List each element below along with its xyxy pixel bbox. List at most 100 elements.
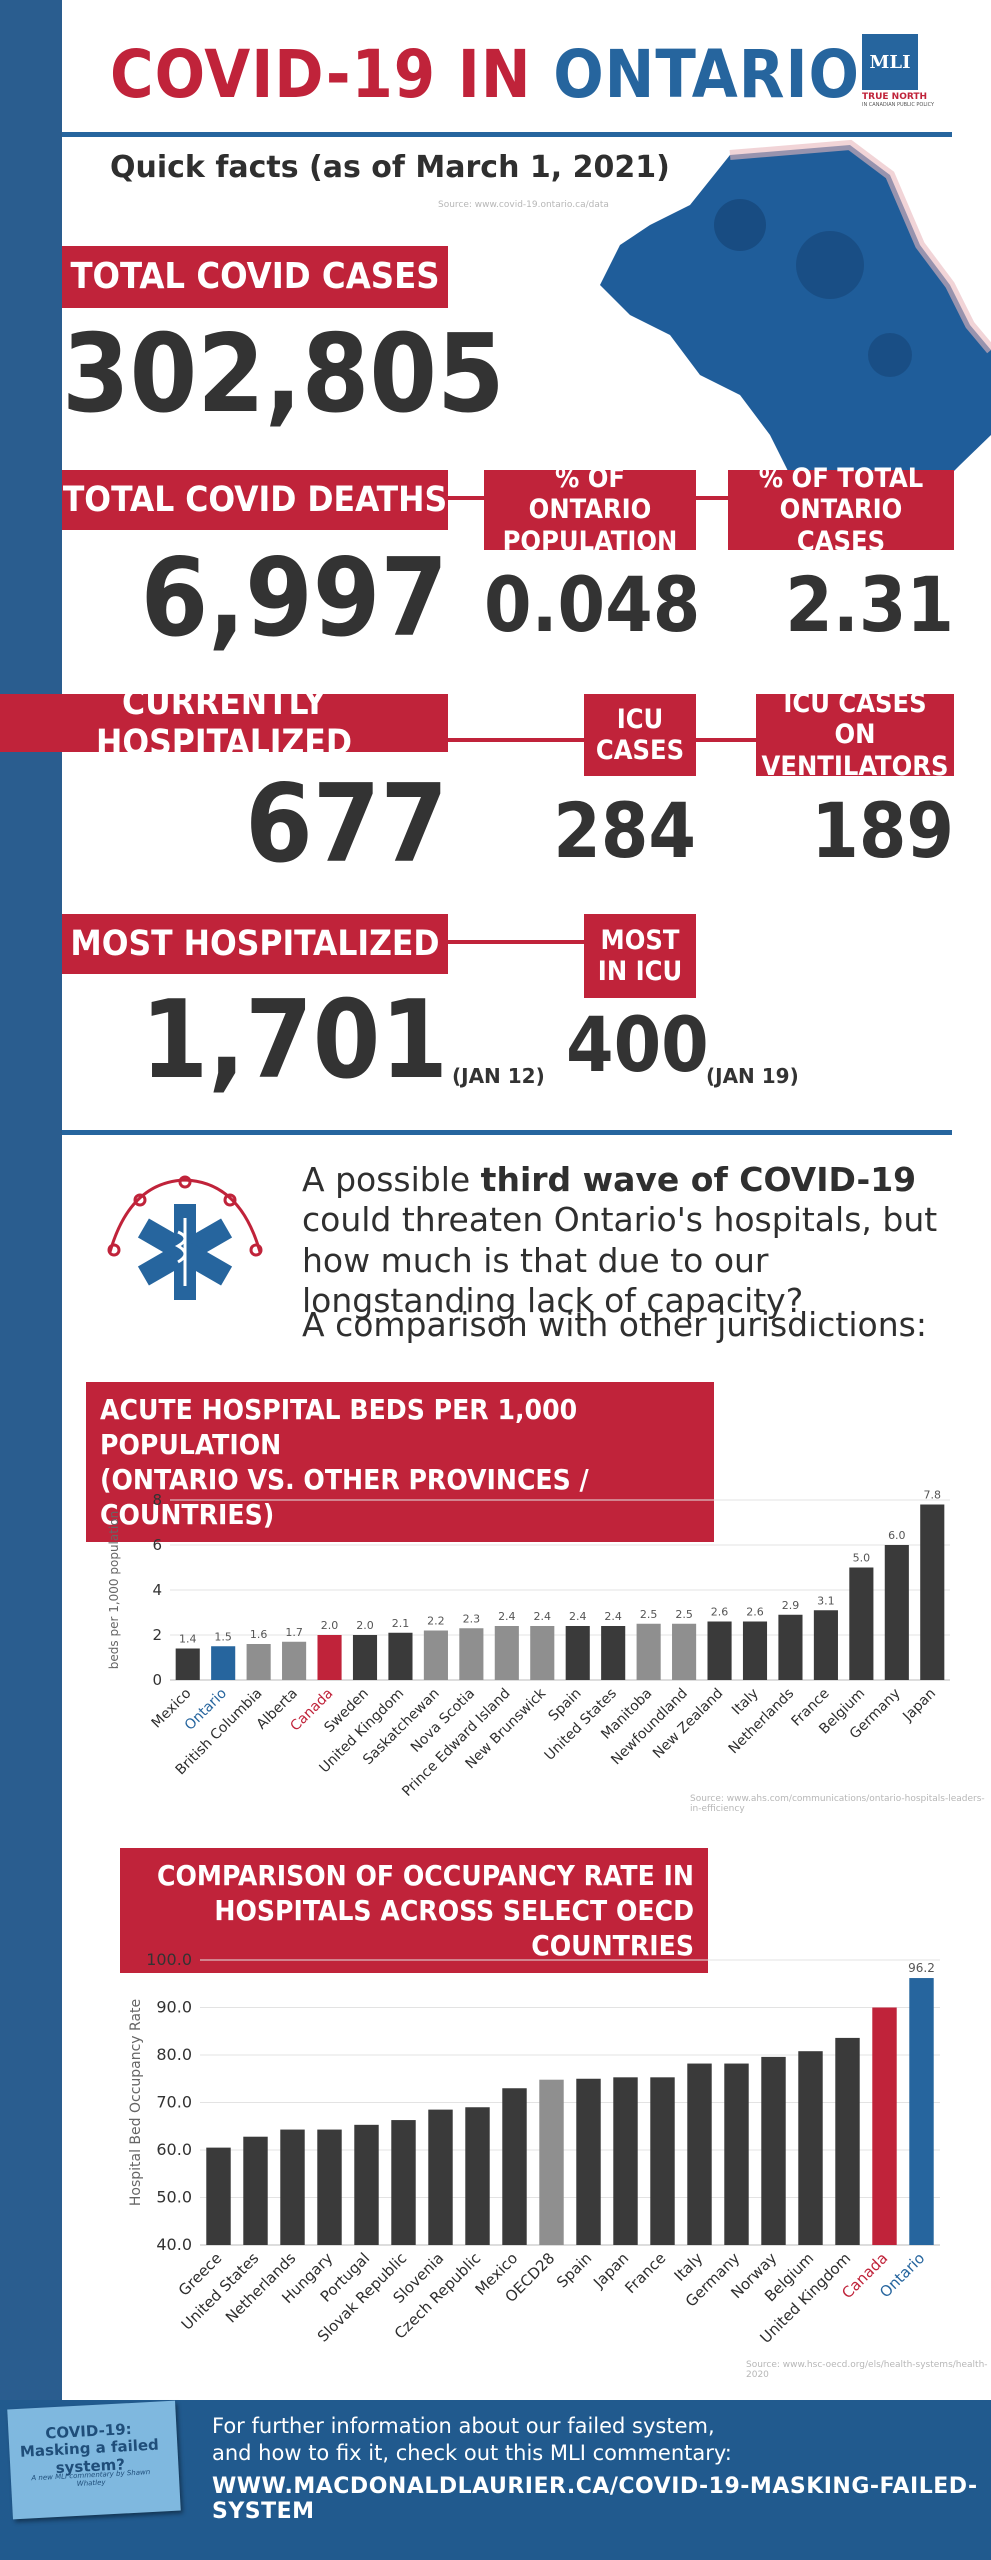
bar	[742, 1621, 768, 1680]
facts-source: Source: www.covid-19.ontario.ca/data	[438, 200, 609, 210]
total-cases-value: 302,805	[62, 312, 505, 437]
pct-cases-label: % OF TOTAL ONTARIO CASES	[728, 463, 954, 557]
mli-logo-letters: MLI	[862, 34, 918, 90]
bar	[317, 2129, 342, 2245]
left-accent-bar	[0, 0, 62, 2560]
icu-cases-value: 284	[553, 786, 696, 875]
bar	[391, 2120, 416, 2245]
bar-value-label: 1.4	[179, 1633, 197, 1646]
bar-value-label: 2.4	[498, 1610, 516, 1623]
y-tick-label: 8	[152, 1491, 162, 1509]
bar	[530, 1626, 555, 1680]
wave-text-bold: third wave of COVID-19	[480, 1160, 917, 1199]
commentary-book-cover[interactable]: COVID-19: Masking a failed system? A new…	[7, 2400, 181, 2520]
total-deaths-label: TOTAL COVID DEATHS	[62, 470, 448, 530]
bar	[724, 2063, 749, 2245]
bar	[798, 2051, 823, 2245]
y-tick-label: 90.0	[156, 1998, 192, 2017]
pct-population-label: % OF ONTARIO POPULATION	[484, 463, 696, 557]
medical-star-icon	[107, 1175, 263, 1300]
bar	[707, 1621, 732, 1680]
bar	[280, 2129, 305, 2245]
y-tick-label: 6	[152, 1536, 162, 1554]
bar-value-label: 3.1	[817, 1594, 835, 1607]
footer-line2: and how to fix it, check out this MLI co…	[212, 2441, 732, 2466]
pct-population-value: 0.048	[484, 560, 701, 649]
most-hospitalized-label: MOST HOSPITALIZED	[62, 914, 448, 974]
bar	[920, 1504, 945, 1680]
bar-value-label: 1.5	[214, 1630, 232, 1643]
bar	[539, 2079, 564, 2245]
bar-value-label: 2.4	[604, 1610, 622, 1623]
header-divider	[62, 132, 952, 137]
mli-logo-line1: TRUE NORTH	[862, 92, 928, 102]
bar	[243, 2136, 268, 2245]
bar	[601, 1626, 626, 1680]
icu-cases-label: ICU CASES	[584, 694, 696, 776]
occupancy-rate-chart: 40.0 50.0 60.0 70.0 80.0 90.0 100.0 Hospital Be…	[128, 1950, 940, 2347]
chart2-title-line2: HOSPITALS ACROSS SELECT OECD COUNTRIES	[214, 1894, 694, 1962]
bar-value-label: 2.1	[392, 1617, 410, 1630]
y-tick-label: 4	[152, 1581, 162, 1599]
pct-cases-value: 2.31	[785, 560, 954, 649]
bar-value-label: 2.9	[782, 1599, 800, 1612]
footer-line1: For further information about our failed…	[212, 2414, 715, 2438]
wave-text-pre: A possible	[302, 1160, 481, 1199]
bar	[423, 1630, 448, 1680]
bar	[175, 1648, 200, 1680]
chart1-source: Source: www.ahs.com/communications/ontar…	[690, 1794, 985, 1814]
bar	[650, 2077, 675, 2245]
bar	[352, 1635, 378, 1680]
bar-value-label: 2.0	[356, 1619, 374, 1632]
bar	[778, 1614, 803, 1680]
bar-value-label: 2.0	[321, 1619, 339, 1632]
bar-value-label: 5.0	[853, 1552, 871, 1565]
y-tick-label: 70.0	[156, 2093, 192, 2112]
bar-value-label: 2.5	[675, 1608, 693, 1621]
bar	[388, 1632, 413, 1680]
bar	[459, 1628, 484, 1680]
third-wave-statement: A possible third wave of COVID-19 could …	[302, 1160, 962, 1321]
y-tick-label: 100.0	[146, 1950, 192, 1969]
bar-value-label: 2.5	[640, 1608, 658, 1621]
title-blue: ONTARIO	[553, 36, 860, 113]
bar	[835, 2037, 860, 2245]
virus-icon	[714, 199, 766, 251]
y-tick-label: 50.0	[156, 2188, 192, 2207]
quick-facts-subtitle: Quick facts (as of March 1, 2021)	[110, 150, 670, 185]
most-icu-value: 400	[566, 1000, 709, 1089]
bar	[206, 2147, 231, 2245]
bar	[354, 2124, 379, 2245]
bar-value-label: 6.0	[888, 1529, 906, 1542]
footer-text: For further information about our failed…	[212, 2413, 732, 2468]
bar	[317, 1635, 342, 1680]
bar	[211, 1646, 236, 1680]
bar-value-label: 2.6	[711, 1606, 729, 1619]
bar	[636, 1623, 661, 1680]
bar	[246, 1644, 271, 1680]
y-tick-label: 80.0	[156, 2045, 192, 2064]
y-axis-label: beds per 1,000 population	[107, 1511, 121, 1669]
y-tick-label: 2	[152, 1626, 162, 1644]
chart1-title: ACUTE HOSPITAL BEDS PER 1,000 POPULATION…	[86, 1382, 714, 1542]
x-category-label: Spain	[553, 2249, 595, 2291]
page-title: COVID-19 IN ONTARIO	[110, 36, 860, 113]
bar	[428, 2109, 453, 2245]
bar	[761, 2056, 786, 2245]
currently-hospitalized-value: 677	[245, 762, 448, 887]
most-icu-date: (JAN 19)	[706, 1064, 799, 1088]
chart2-title-line1: COMPARISON OF OCCUPANCY RATE IN	[156, 1859, 694, 1892]
y-tick-label: 40.0	[156, 2235, 192, 2254]
most-icu-label: MOST IN ICU	[584, 914, 696, 998]
title-red: COVID-19 IN	[110, 36, 532, 113]
chart1-title-line2: (ONTARIO VS. OTHER PROVINCES / COUNTRIES…	[100, 1463, 589, 1531]
bar-value-label: 7.8	[924, 1489, 942, 1502]
chart2-source: Source: www.hsc-oecd.org/els/health-syst…	[746, 2360, 988, 2380]
hospital-row-line	[62, 738, 942, 742]
bar-value-label: 1.7	[285, 1626, 303, 1639]
most-hospitalized-value: 1,701	[140, 978, 448, 1103]
footer-url-link[interactable]: WWW.MACDONALDLAURIER.CA/COVID-19-MASKING…	[212, 2474, 978, 2524]
comparison-intro: A comparison with other jurisdictions:	[302, 1305, 927, 1344]
bar-value-label: 2.3	[463, 1612, 481, 1625]
